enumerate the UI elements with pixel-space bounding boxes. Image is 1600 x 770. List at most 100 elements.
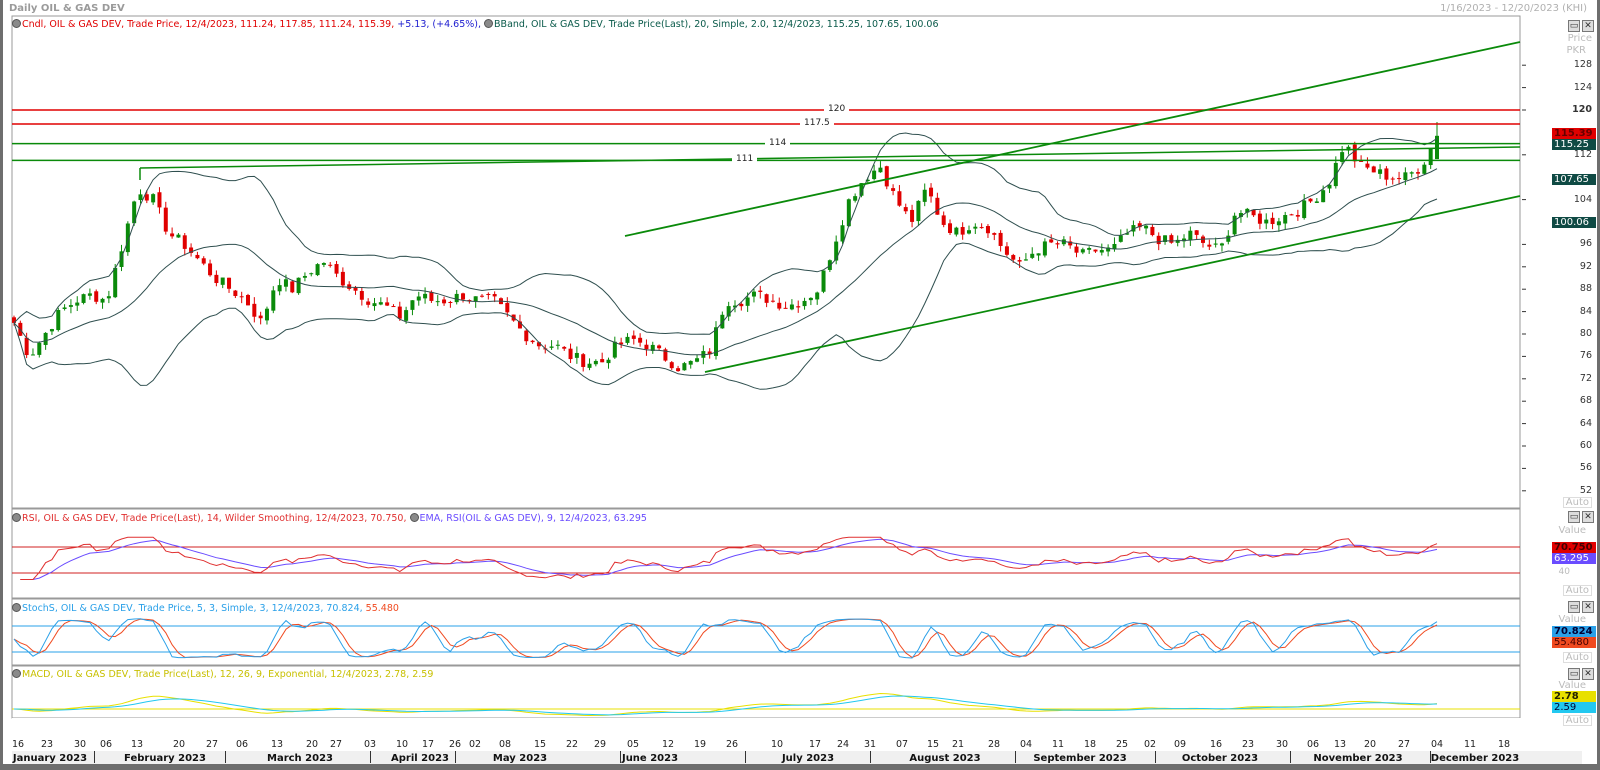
candle bbox=[1074, 246, 1079, 253]
candle bbox=[182, 235, 187, 249]
candle bbox=[163, 207, 168, 232]
date-tick: 02 bbox=[468, 739, 482, 750]
candle bbox=[227, 277, 232, 289]
price-axis-tick: 128 bbox=[1573, 59, 1592, 71]
clock-icon[interactable] bbox=[484, 19, 494, 28]
candle bbox=[657, 345, 662, 349]
maximize-icon[interactable]: ▭ bbox=[1568, 20, 1580, 32]
window-title: Daily OIL & GAS DEV bbox=[9, 3, 125, 14]
price-axis-tick: 104 bbox=[1573, 193, 1592, 205]
change-legend: +5.13, (+4.65%), bbox=[394, 19, 481, 30]
close-icon[interactable]: ✕ bbox=[1582, 20, 1594, 32]
month-separator bbox=[1430, 751, 1431, 763]
clock-icon[interactable] bbox=[12, 513, 21, 522]
price-axis-tick: 84 bbox=[1579, 305, 1592, 317]
date-tick: 04 bbox=[1430, 739, 1444, 750]
clock-icon[interactable] bbox=[12, 603, 21, 612]
candle bbox=[81, 294, 86, 303]
candle bbox=[1068, 241, 1073, 246]
date-tick: 02 bbox=[1143, 739, 1157, 750]
candle bbox=[777, 302, 782, 309]
candle bbox=[941, 215, 946, 225]
candle bbox=[1004, 246, 1009, 255]
date-tick: 11 bbox=[1463, 739, 1477, 750]
candle bbox=[979, 227, 984, 229]
auto-scale-button[interactable]: Auto bbox=[1562, 715, 1592, 726]
candle bbox=[321, 263, 326, 265]
date-tick: 30 bbox=[73, 739, 87, 750]
axis-title: Value bbox=[1558, 680, 1586, 691]
macd-value-tag: 2.78 bbox=[1552, 691, 1596, 702]
candle bbox=[992, 233, 997, 235]
candle bbox=[891, 188, 896, 191]
bband-lower bbox=[13, 198, 1438, 390]
candle bbox=[429, 291, 434, 301]
month-label: April 2023 bbox=[391, 753, 449, 764]
close-icon[interactable]: ✕ bbox=[1582, 668, 1594, 680]
date-tick: 06 bbox=[99, 739, 113, 750]
signal-line bbox=[13, 695, 1438, 716]
candle bbox=[138, 194, 143, 201]
candle bbox=[423, 293, 428, 299]
candle bbox=[960, 227, 965, 235]
date-tick: 27 bbox=[329, 739, 343, 750]
month-label: January 2023 bbox=[12, 753, 88, 764]
candle bbox=[1093, 249, 1098, 252]
auto-scale-button[interactable]: Auto bbox=[1562, 497, 1592, 508]
date-tick: 24 bbox=[836, 739, 850, 750]
candle bbox=[1276, 221, 1281, 226]
maximize-icon[interactable]: ▭ bbox=[1568, 668, 1580, 680]
candle bbox=[271, 290, 276, 311]
candle bbox=[1112, 243, 1117, 249]
candle bbox=[1340, 152, 1345, 162]
candle bbox=[1397, 178, 1402, 180]
maximize-icon[interactable]: ▭ bbox=[1568, 511, 1580, 523]
stoch-k-tag: 70.824 bbox=[1552, 626, 1596, 637]
month-label: May 2023 bbox=[492, 753, 548, 764]
candle bbox=[714, 327, 719, 356]
candle bbox=[1023, 259, 1028, 261]
date-tick: 31 bbox=[863, 739, 877, 750]
candle bbox=[1156, 235, 1161, 245]
candle bbox=[998, 232, 1003, 246]
candle bbox=[283, 279, 288, 287]
month-label: June 2023 bbox=[621, 753, 679, 764]
candle bbox=[973, 226, 978, 229]
candle bbox=[296, 277, 301, 294]
clock-icon[interactable] bbox=[12, 19, 21, 28]
candle bbox=[631, 335, 636, 339]
candle bbox=[638, 337, 643, 343]
candle bbox=[1251, 209, 1256, 216]
date-tick: 22 bbox=[565, 739, 579, 750]
candle bbox=[1194, 230, 1199, 235]
candle bbox=[144, 194, 149, 201]
date-tick: 04 bbox=[1019, 739, 1033, 750]
auto-scale-button[interactable]: Auto bbox=[1562, 652, 1592, 663]
close-icon[interactable]: ✕ bbox=[1582, 511, 1594, 523]
candle bbox=[1042, 241, 1047, 256]
close-icon[interactable]: ✕ bbox=[1582, 601, 1594, 613]
clock-icon[interactable] bbox=[409, 513, 419, 522]
clock-icon[interactable] bbox=[12, 669, 21, 678]
candle bbox=[1188, 230, 1193, 241]
candle bbox=[821, 270, 826, 292]
date-tick: 26 bbox=[725, 739, 739, 750]
candle bbox=[1384, 168, 1389, 180]
ema-value-tag: 63.295 bbox=[1552, 553, 1596, 564]
maximize-icon[interactable]: ▭ bbox=[1568, 601, 1580, 613]
candle bbox=[1365, 163, 1370, 168]
candle bbox=[391, 306, 396, 308]
candle bbox=[151, 194, 156, 203]
auto-scale-button[interactable]: Auto bbox=[1562, 585, 1592, 596]
month-separator bbox=[870, 751, 871, 763]
date-tick: 25 bbox=[1115, 739, 1129, 750]
candle bbox=[1346, 146, 1351, 151]
candle bbox=[201, 258, 206, 264]
candle bbox=[625, 336, 630, 343]
date-tick: 23 bbox=[1241, 739, 1255, 750]
candle bbox=[1371, 166, 1376, 173]
candle bbox=[94, 291, 99, 302]
last-price-tag: 115.39 bbox=[1552, 128, 1596, 139]
month-separator bbox=[620, 751, 621, 763]
